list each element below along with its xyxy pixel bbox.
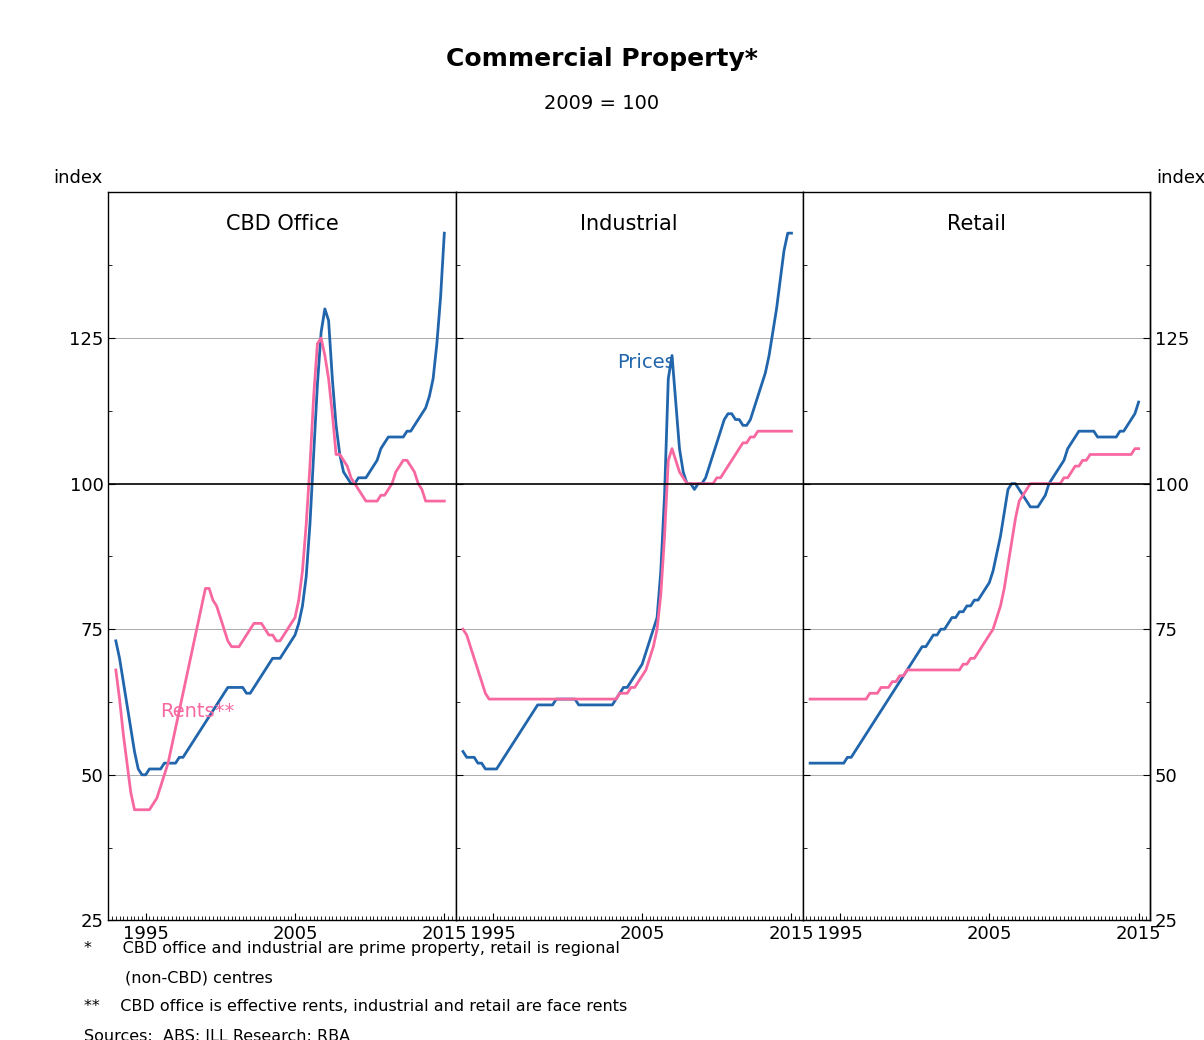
Text: Retail: Retail [946, 214, 1005, 234]
Text: (non-CBD) centres: (non-CBD) centres [84, 970, 273, 985]
Text: 2009 = 100: 2009 = 100 [544, 94, 660, 112]
Text: Industrial: Industrial [580, 214, 678, 234]
Text: **    CBD office is effective rents, industrial and retail are face rents: ** CBD office is effective rents, indust… [84, 999, 627, 1014]
Text: Prices: Prices [618, 353, 675, 371]
Text: Rents**: Rents** [160, 702, 235, 721]
Text: *      CBD office and industrial are prime property, retail is regional: * CBD office and industrial are prime pr… [84, 941, 620, 956]
Text: Commercial Property*: Commercial Property* [445, 47, 759, 71]
Text: CBD Office: CBD Office [225, 214, 338, 234]
Text: Sources:  ABS; JLL Research; RBA: Sources: ABS; JLL Research; RBA [84, 1029, 350, 1040]
Text: index: index [1156, 170, 1204, 187]
Text: index: index [53, 170, 102, 187]
